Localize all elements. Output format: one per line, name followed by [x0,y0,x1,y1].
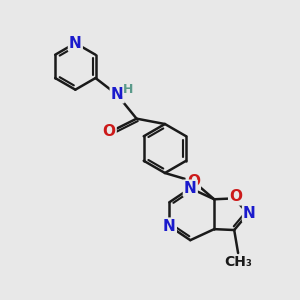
Text: N: N [184,181,197,196]
Text: O: O [229,189,242,204]
Text: O: O [103,124,116,139]
Text: CH₃: CH₃ [224,254,252,268]
Text: N: N [163,219,176,234]
Text: H: H [123,83,134,96]
Text: O: O [187,174,200,189]
Text: N: N [111,87,124,102]
Text: N: N [69,36,82,51]
Text: N: N [243,206,256,221]
